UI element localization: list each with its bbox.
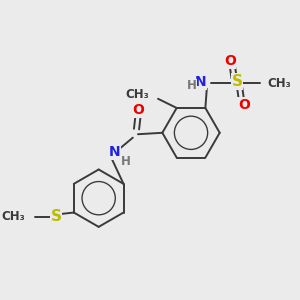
Text: S: S: [231, 74, 242, 89]
Text: O: O: [238, 98, 250, 112]
Text: N: N: [109, 145, 120, 159]
Text: S: S: [51, 209, 62, 224]
Text: N: N: [195, 75, 206, 89]
Text: O: O: [224, 54, 236, 68]
Text: H: H: [187, 80, 197, 92]
Text: CH₃: CH₃: [268, 76, 291, 89]
Text: O: O: [132, 103, 144, 117]
Text: H: H: [120, 155, 130, 168]
Text: CH₃: CH₃: [126, 88, 149, 101]
Text: CH₃: CH₃: [2, 210, 26, 223]
